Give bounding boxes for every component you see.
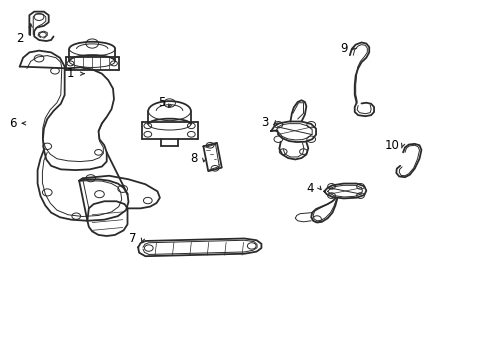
Text: 2: 2 <box>16 32 23 45</box>
Text: 3: 3 <box>261 116 268 129</box>
Text: 7: 7 <box>128 232 136 245</box>
Text: 6: 6 <box>9 117 16 130</box>
Text: 5: 5 <box>157 95 164 108</box>
Text: 1: 1 <box>66 67 74 80</box>
Text: 9: 9 <box>339 42 346 55</box>
Text: 10: 10 <box>384 139 399 152</box>
Text: 4: 4 <box>305 183 313 195</box>
Text: 8: 8 <box>190 152 197 165</box>
